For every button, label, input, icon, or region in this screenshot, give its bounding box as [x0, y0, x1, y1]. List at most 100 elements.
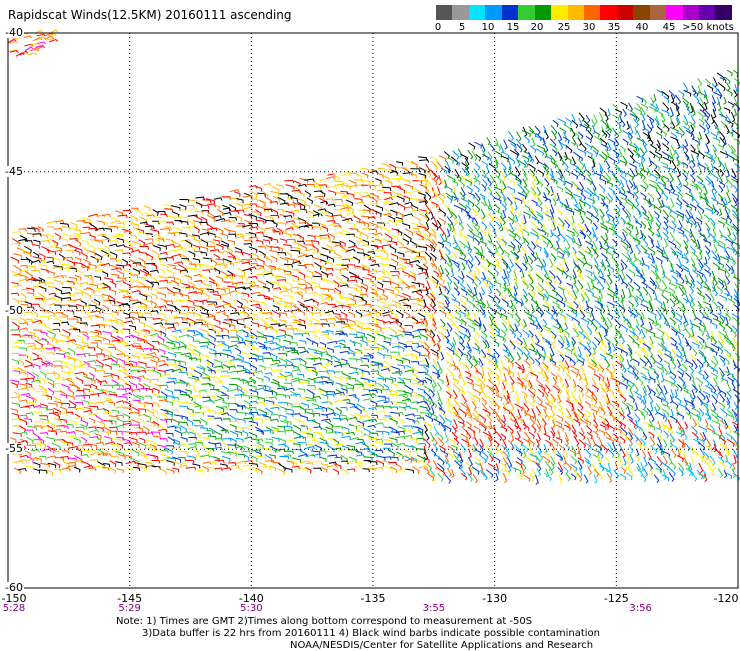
wind-barb — [195, 412, 204, 415]
wind-barb — [599, 112, 602, 121]
wind-barb — [276, 185, 283, 189]
wind-barb — [152, 342, 159, 345]
wind-barb — [88, 444, 97, 448]
wind-barb — [76, 378, 83, 384]
wind-barb — [223, 322, 230, 327]
wind-barb — [495, 169, 500, 177]
wind-barb — [334, 346, 342, 349]
wind-barb — [670, 232, 674, 241]
wind-barb — [439, 310, 446, 317]
wind-barb — [649, 432, 655, 438]
wind-barb — [234, 192, 240, 197]
wind-barb — [635, 199, 638, 206]
wind-barb — [620, 160, 626, 166]
wind-barb — [375, 439, 383, 442]
wind-barb — [179, 210, 186, 213]
wind-barb — [109, 420, 116, 424]
wind-barb — [699, 132, 701, 140]
wind-barb — [658, 198, 662, 208]
wind-barb — [728, 144, 733, 154]
wind-barb — [412, 383, 421, 386]
wind-barb — [412, 350, 420, 356]
wind-barb — [103, 358, 113, 361]
wind-barb — [397, 391, 406, 394]
wind-barb — [136, 307, 145, 310]
wind-barb — [208, 304, 216, 307]
wind-barb — [257, 287, 265, 290]
wind-barb — [585, 251, 592, 258]
wind-barb — [273, 306, 279, 311]
wind-barb — [557, 306, 563, 313]
wind-barb — [188, 251, 195, 257]
wind-barb — [503, 181, 506, 189]
wind-barb — [718, 313, 725, 321]
wind-barb — [215, 306, 224, 309]
wind-barb — [271, 329, 277, 334]
wind-barb — [229, 291, 238, 294]
wind-barb — [287, 198, 294, 204]
wind-barb — [587, 211, 593, 217]
wind-barb — [342, 275, 349, 282]
wind-barb — [144, 349, 151, 352]
wind-barb — [21, 372, 28, 377]
wind-barb — [698, 112, 703, 119]
wind-barb — [357, 248, 364, 253]
wind-barb — [689, 366, 693, 373]
wind-barb — [697, 163, 705, 170]
wind-barb — [236, 438, 243, 442]
wind-barb — [343, 259, 350, 262]
wind-barb — [249, 227, 258, 230]
wind-barb — [305, 241, 312, 244]
wind-barb — [18, 275, 27, 280]
wind-barb — [454, 192, 457, 201]
wind-barb — [607, 294, 614, 301]
wind-barb — [699, 328, 703, 336]
wind-barb — [353, 425, 363, 428]
wind-barb — [171, 255, 181, 258]
wind-barb — [663, 166, 670, 172]
wind-barb — [535, 359, 539, 366]
wind-barb — [41, 235, 47, 239]
wind-barb — [131, 355, 139, 360]
wind-barb — [159, 269, 165, 275]
wind-barb — [734, 250, 740, 257]
wind-barb — [249, 301, 257, 305]
wind-barb — [203, 337, 209, 343]
wind-barb — [599, 430, 605, 435]
wind-barb — [279, 330, 285, 334]
wind-barb — [593, 286, 600, 293]
wind-barb — [243, 331, 249, 337]
wind-barb — [724, 97, 727, 104]
wind-barb — [305, 191, 311, 197]
wind-barb — [579, 342, 586, 350]
wind-barb — [433, 437, 437, 445]
wind-barb — [397, 402, 406, 406]
wind-barb — [524, 353, 528, 361]
wind-barb — [434, 280, 438, 288]
wind-barb — [84, 385, 91, 388]
wind-barb — [88, 427, 96, 430]
wind-barb — [237, 301, 242, 307]
wind-barb — [298, 202, 305, 209]
wind-barb — [11, 397, 20, 400]
wind-barb — [300, 341, 307, 345]
wind-barb — [179, 372, 188, 375]
wind-barb — [655, 316, 658, 326]
wind-barb — [424, 425, 427, 433]
wind-barb — [139, 258, 146, 264]
wind-barb — [130, 235, 136, 239]
wind-barb — [486, 166, 489, 174]
wind-barb — [627, 383, 631, 390]
wind-barb — [102, 431, 109, 435]
wind-barb — [431, 161, 437, 170]
wind-barb — [34, 422, 43, 425]
wind-barb — [48, 403, 57, 407]
wind-barb — [698, 210, 702, 219]
wind-barb — [679, 343, 684, 350]
wind-barb — [453, 390, 457, 399]
wind-barb — [650, 151, 655, 158]
wind-barb — [313, 377, 322, 380]
wind-barb — [733, 130, 740, 138]
wind-barb — [490, 175, 494, 183]
wind-barb — [619, 331, 622, 339]
